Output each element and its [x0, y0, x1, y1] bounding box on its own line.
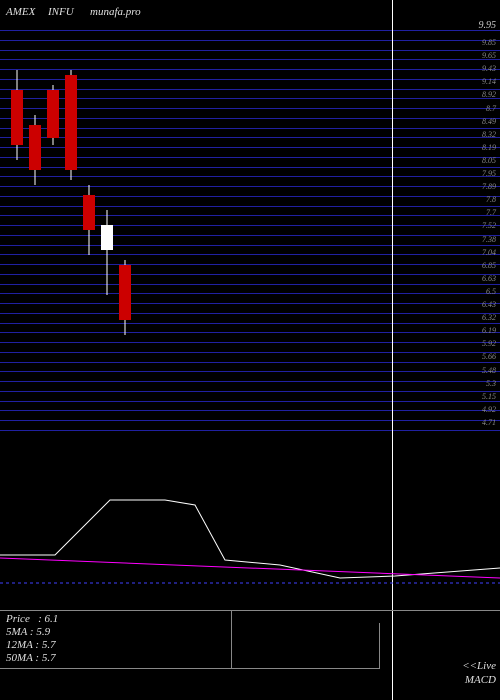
price-tick: 6.63 [482, 274, 496, 283]
stock-chart: AMEX INFU munafa.pro 9.95 9.859.659.439.… [0, 0, 500, 700]
macd-panel: Price : 6.1 5MA : 5.9 12MA : 5.7 50MA : … [0, 610, 500, 700]
site-label: munafa.pro [90, 6, 141, 18]
price-tick: 9.85 [482, 38, 496, 47]
price-tick: 6.43 [482, 300, 496, 309]
candle [64, 70, 78, 180]
price-tick: 7.8 [486, 195, 496, 204]
price-tick: 6.85 [482, 261, 496, 270]
symbol-label: INFU [48, 6, 74, 18]
info-block: Price : 6.1 5MA : 5.9 12MA : 5.7 50MA : … [6, 613, 58, 665]
candle [100, 210, 114, 295]
price-tick: 6.19 [482, 326, 496, 335]
ma5-row: 5MA : 5.9 [6, 626, 58, 639]
price-tick: 6.32 [482, 313, 496, 322]
price-tick: 5.66 [482, 352, 496, 361]
price-tick: 8.05 [482, 156, 496, 165]
macd-label: MACD [465, 674, 496, 686]
price-row: Price : 6.1 [6, 613, 58, 626]
macd-box-2 [232, 623, 380, 669]
price-tick: 9.14 [482, 77, 496, 86]
candle [10, 70, 24, 160]
price-tick: 8.19 [482, 143, 496, 152]
crosshair-line [392, 0, 393, 700]
price-tick: 5.48 [482, 366, 496, 375]
price-tick: 8.32 [482, 130, 496, 139]
candle [28, 115, 42, 185]
ma50-row: 50MA : 5.7 [6, 652, 58, 665]
price-tick: 9.43 [482, 64, 496, 73]
price-tick: 5.3 [486, 379, 496, 388]
price-tick: 7.95 [482, 169, 496, 178]
price-tick: 7.7 [486, 208, 496, 217]
price-tick: 9.65 [482, 51, 496, 60]
price-tick: 7.52 [482, 221, 496, 230]
live-label: <<Live [462, 660, 496, 672]
indicator-magenta-line [0, 558, 500, 578]
ma12-row: 12MA : 5.7 [6, 639, 58, 652]
indicator-white-line [0, 500, 500, 578]
price-tick: 5.92 [482, 339, 496, 348]
exchange-label: AMEX [6, 6, 35, 18]
candle [82, 185, 96, 255]
price-tick: 8.49 [482, 117, 496, 126]
candle [118, 260, 132, 335]
candle [46, 85, 60, 145]
price-tick: 7.89 [482, 182, 496, 191]
price-tick: 7.04 [482, 248, 496, 257]
price-tick: 7.38 [482, 235, 496, 244]
price-tick: 8.92 [482, 90, 496, 99]
price-tick: 6.5 [486, 287, 496, 296]
price-tick: 5.15 [482, 392, 496, 401]
price-tick: 4.92 [482, 405, 496, 414]
price-tick: 8.7 [486, 104, 496, 113]
price-tick: 4.71 [482, 418, 496, 427]
